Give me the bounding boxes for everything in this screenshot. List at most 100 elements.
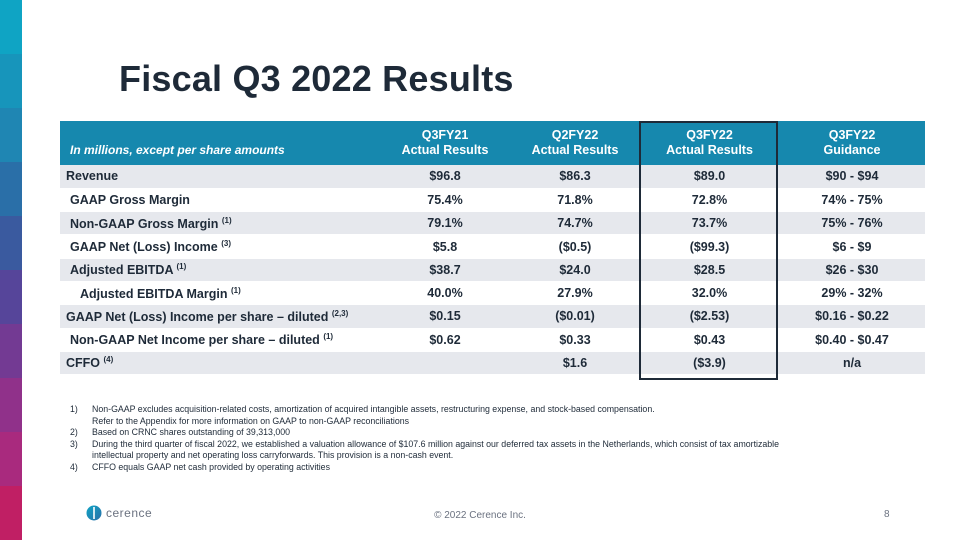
table-cell: 71.8%	[510, 188, 640, 213]
footnote-text: During the third quarter of fiscal 2022,…	[92, 439, 900, 462]
table-row: GAAP Net (Loss) Income per share – dilut…	[60, 304, 925, 329]
table-cell: n/a	[779, 351, 925, 376]
table-cell: 74% - 75%	[779, 188, 925, 213]
table-cell: 75% - 76%	[779, 211, 925, 236]
footnotes: 1) Non-GAAP excludes acquisition-related …	[70, 404, 900, 474]
footnote-ref: (1)	[221, 215, 232, 225]
footnote-number: 1)	[70, 404, 78, 414]
table-cell: $6 - $9	[779, 234, 925, 259]
strip-segment	[0, 324, 22, 378]
table-cell: ($99.3)	[640, 234, 779, 259]
footnote-ref: (1)	[230, 285, 241, 295]
table-cell: 75.4%	[380, 188, 510, 213]
row-label: GAAP Gross Margin	[60, 188, 380, 213]
column-header: Q3FY21 Actual Results	[380, 121, 510, 165]
footnote-item: 3) During the third quarter of fiscal 202…	[70, 439, 900, 462]
strip-segment	[0, 216, 22, 270]
footnote-ref: (4)	[103, 355, 114, 365]
footnote-number: 4)	[70, 461, 78, 472]
footnote-line: CFFO equals GAAP net cash provided by op…	[92, 461, 330, 472]
footnote-item: 2) Based on CRNC shares outstanding of 39…	[70, 427, 900, 439]
strip-segment	[0, 486, 22, 540]
table-cell: ($3.9)	[640, 351, 779, 376]
table-cell: $24.0	[510, 258, 640, 282]
cerence-logo-icon	[86, 505, 102, 521]
table-cell: 74.7%	[510, 211, 640, 236]
table-cell: $0.15	[380, 304, 510, 329]
table-cell: ($0.01)	[510, 304, 640, 329]
table-cell: 40.0%	[380, 281, 510, 306]
table-cell: 73.7%	[640, 211, 779, 236]
table-row: Non-GAAP Gross Margin (1) 79.1% 74.7% 73.7%…	[60, 211, 925, 236]
table-row: Non-GAAP Net Income per share – diluted …	[60, 328, 925, 352]
logo-text: cerence	[106, 506, 153, 520]
row-label: GAAP Net (Loss) Income (3)	[60, 234, 380, 259]
footnote-number: 2)	[70, 427, 78, 438]
table-cell: 79.1%	[380, 211, 510, 236]
table-cell: $5.8	[380, 234, 510, 259]
table-row: Adjusted EBITDA (1) $38.7 $24.0 $28.5 $26 - …	[60, 258, 925, 282]
row-label: GAAP Net (Loss) Income per share – dilut…	[60, 304, 380, 329]
strip-segment	[0, 378, 22, 432]
footnote-line: During the third quarter of fiscal 2022,…	[92, 438, 780, 449]
strip-segment	[0, 54, 22, 108]
table-cell: $0.43	[640, 328, 779, 352]
table-cell: $26 - $30	[779, 258, 925, 282]
row-label: Non-GAAP Net Income per share – diluted …	[60, 328, 380, 352]
table-cell: $28.5	[640, 258, 779, 282]
column-header: Q3FY22 Guidance	[779, 121, 925, 165]
table-row: CFFO (4) $1.6 ($3.9) n/a	[60, 351, 925, 376]
table-cell: 32.0%	[640, 281, 779, 306]
table-body: Revenue $96.8 $86.3 $89.0 $90 - $94 GAAP Gros…	[60, 165, 925, 376]
row-label: Revenue	[60, 165, 380, 189]
footnote-ref: (2,3)	[331, 308, 349, 318]
footnote-ref: (3)	[221, 238, 231, 248]
footnote-line: intellectual property and net operating …	[92, 450, 454, 461]
column-header: Q2FY22 Actual Results	[510, 121, 640, 165]
table-row: GAAP Net (Loss) Income (3) $5.8 ($0.5) ($99…	[60, 234, 925, 259]
column-header: Q3FY22 Actual Results	[640, 121, 779, 165]
table-cell: $38.7	[380, 258, 510, 282]
footnote-text: Based on CRNC shares outstanding of 39,3…	[92, 427, 900, 439]
row-label: Non-GAAP Gross Margin (1)	[60, 211, 380, 236]
copyright: © 2022 Cerence Inc.	[434, 510, 526, 521]
table-cell: $86.3	[510, 165, 640, 189]
table-cell: $0.33	[510, 328, 640, 352]
table-row: GAAP Gross Margin 75.4% 71.8% 72.8% 74% - 75…	[60, 188, 925, 213]
table-cell: $0.40 - $0.47	[779, 328, 925, 352]
table-cell: $0.16 - $0.22	[779, 304, 925, 329]
strip-segment	[0, 432, 22, 486]
table-cell: 72.8%	[640, 188, 779, 213]
table-cell: $0.62	[380, 328, 510, 352]
table-cell: 27.9%	[510, 281, 640, 306]
table-cell: 29% - 32%	[779, 281, 925, 306]
table-cell: ($0.5)	[510, 234, 640, 259]
footnote-item: 1) Non-GAAP excludes acquisition-related …	[70, 404, 900, 427]
table-row: Adjusted EBITDA Margin (1) 40.0% 27.9% 32.0…	[60, 281, 925, 306]
row-label: Adjusted EBITDA (1)	[60, 258, 380, 282]
strip-segment	[0, 0, 22, 54]
footnote-number: 3)	[70, 438, 78, 449]
table-cell: $96.8	[380, 165, 510, 189]
side-color-strip	[0, 0, 22, 540]
footnote-text: Non-GAAP excludes acquisition-related co…	[92, 404, 900, 427]
strip-segment	[0, 270, 22, 324]
units-header: In millions, except per share amounts	[60, 121, 380, 165]
page-number: 8	[884, 509, 890, 520]
row-label: CFFO (4)	[60, 351, 380, 376]
footnote-ref: (1)	[176, 262, 187, 272]
table-cell: $90 - $94	[779, 165, 925, 189]
footnote-item: 4) CFFO equals GAAP net cash provided by …	[70, 462, 900, 474]
table-row: Revenue $96.8 $86.3 $89.0 $90 - $94	[60, 165, 925, 189]
footnote-ref: (1)	[323, 332, 334, 342]
table-cell: $89.0	[640, 165, 779, 189]
table-header-row: In millions, except per share amounts Q3…	[60, 121, 925, 165]
footnote-line: Non-GAAP excludes acquisition-related co…	[92, 404, 655, 414]
footnote-line: Refer to the Appendix for more informati…	[92, 415, 410, 426]
table-cell	[380, 351, 510, 376]
results-table: In millions, except per share amounts Q3…	[60, 121, 925, 376]
strip-segment	[0, 108, 22, 162]
cerence-logo: cerence	[86, 505, 152, 521]
table-cell: $1.6	[510, 351, 640, 376]
page-title: Fiscal Q3 2022 Results	[119, 58, 514, 99]
